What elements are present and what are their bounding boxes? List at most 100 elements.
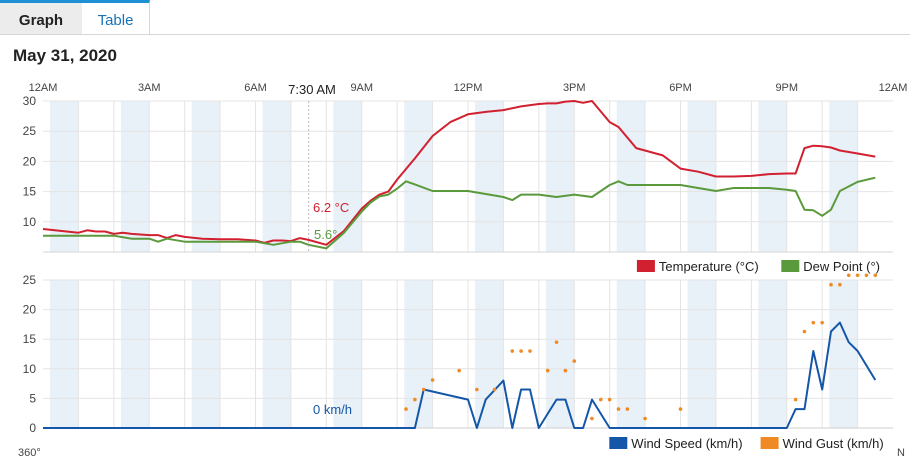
wind-gust-point: [413, 397, 417, 402]
y-tick-label: 25: [23, 273, 37, 287]
wind-gust-point: [554, 340, 559, 344]
hour-band: [333, 280, 362, 428]
hover-wind-speed: 0 km/h: [313, 402, 352, 417]
y-tick-label: 25: [23, 124, 37, 138]
hour-band: [545, 280, 575, 428]
wind-gust-point: [838, 282, 842, 287]
hour-band: [262, 101, 291, 252]
wind-gust-point: [599, 397, 603, 402]
y-tick-label: 15: [23, 185, 37, 199]
wind-gust-point: [475, 387, 479, 392]
hour-band: [475, 101, 504, 252]
wind-gust-point: [643, 416, 647, 421]
wind-gust-point: [846, 273, 851, 278]
tab-table[interactable]: Table: [82, 0, 150, 34]
hour-band: [475, 280, 504, 428]
wind-gust-point: [625, 407, 630, 411]
hour-band: [50, 280, 79, 428]
wind-gust-point: [873, 273, 878, 278]
x-tick-label: 12PM: [454, 82, 483, 94]
x-tick-label: 12AM: [29, 82, 58, 94]
wind-gust-point: [528, 349, 532, 353]
legend-label: Wind Speed (km/h): [631, 436, 742, 451]
y-tick-label: 5: [29, 391, 36, 405]
tab-bar: Graph Table: [0, 0, 910, 35]
wind-gust-point: [678, 407, 683, 411]
y-tick-label: 0: [29, 421, 36, 435]
y-tick-label: 10: [23, 215, 37, 229]
y-tick-label: 15: [23, 332, 37, 346]
wind-legend: Wind Gust (km/h) Wind Speed (km/h): [609, 436, 884, 451]
hour-band: [616, 101, 646, 252]
wind-gust-point: [590, 416, 594, 421]
hour-band: [687, 101, 716, 252]
wind-gust-point: [430, 378, 435, 382]
wind-gust-point: [793, 397, 798, 402]
hour-bands: [50, 101, 858, 428]
wind-gust-point: [545, 368, 550, 373]
x-tick-label: 9AM: [350, 82, 373, 94]
plot-series: [42, 100, 878, 429]
wind-speed-line: [43, 321, 877, 429]
hour-band: [120, 280, 150, 428]
hour-band: [545, 101, 575, 252]
wind-gust-point: [802, 329, 807, 334]
hour-band: [616, 280, 646, 428]
wind-gust-point: [457, 368, 461, 373]
wind-gust-point: [855, 273, 860, 278]
legend-swatch: [760, 437, 779, 449]
legend-swatch: [636, 260, 655, 272]
hour-band: [687, 280, 716, 428]
legend-label: Temperature (°C): [659, 259, 759, 274]
hour-band: [50, 101, 79, 252]
wind-gust-point: [829, 282, 833, 287]
hover-time-bg: [283, 79, 341, 99]
wind-direction-axis-marker: N: [897, 447, 905, 456]
y-tick-label: 20: [23, 154, 37, 168]
hover-tooltip: 7:30 AM 6.2 °C 5.6° 0 km/h: [283, 79, 352, 417]
hover-temperature: 6.2 °C: [313, 200, 349, 215]
y-tick-label: 10: [23, 362, 37, 376]
wind-y-axis: 0 5 10 15 20 25: [23, 273, 37, 435]
wind-gust-point: [421, 387, 426, 392]
wind-gust-point: [519, 349, 523, 353]
x-axis-labels: 12AM 3AM 6AM 9AM 12PM 3PM 6PM 9PM 12AM: [29, 82, 908, 94]
page-title: May 31, 2020: [13, 46, 117, 65]
hover-time: 7:30 AM: [288, 82, 336, 97]
x-tick-label: 3AM: [138, 82, 161, 94]
y-tick-label: 20: [23, 303, 37, 317]
wind-gust-point: [563, 368, 568, 373]
hour-band: [191, 280, 221, 428]
x-tick-label: 6AM: [244, 82, 267, 94]
wind-gust-point: [404, 407, 408, 411]
temperature-y-axis: 10 15 20 25 30: [23, 94, 37, 229]
wind-gust-point: [607, 397, 612, 402]
hour-band: [404, 280, 433, 428]
temperature-legend: Dew Point (°) Temperature (°C): [636, 259, 880, 274]
wind-gust-point: [510, 349, 515, 353]
hour-band: [191, 101, 221, 252]
wind-gust-point: [572, 359, 577, 363]
wind-gust-point: [864, 273, 869, 278]
y-tick-label: 30: [23, 94, 37, 108]
hour-band: [829, 280, 858, 428]
tab-graph[interactable]: Graph: [0, 0, 82, 34]
dew-point-line: [43, 176, 876, 250]
hour-band: [829, 101, 858, 252]
hour-band: [404, 101, 433, 252]
x-tick-label: 9PM: [775, 82, 798, 94]
x-tick-label: 12AM: [879, 82, 908, 94]
x-tick-label: 6PM: [669, 82, 692, 94]
legend-label: Wind Gust (km/h): [783, 436, 884, 451]
temperature-line: [42, 100, 876, 246]
hour-band: [758, 280, 787, 428]
wind-gust-point: [811, 320, 816, 325]
hover-dew-point: 5.6°: [314, 227, 337, 242]
wind-direction-axis-top: 360°: [18, 447, 41, 456]
wind-gust-point: [820, 320, 824, 325]
hour-band: [120, 101, 150, 252]
wind-gust-point: [492, 387, 497, 392]
x-tick-label: 3PM: [563, 82, 586, 94]
legend-swatch: [781, 260, 800, 272]
